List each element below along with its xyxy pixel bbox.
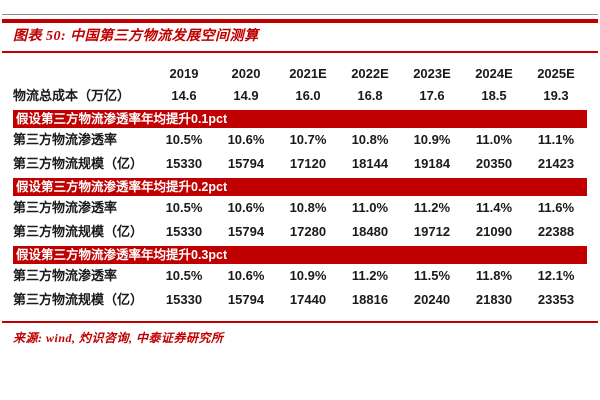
row-cells: 15330 15794 17120 18144 19184 20350 21423 [153,152,587,176]
table-cell: 15330 [165,156,203,171]
table-cell: 16.8 [357,88,383,103]
table-row-penetration: 第三方物流渗透率 10.5% 10.6% 10.9% 11.2% 11.5% 11.8% 1… [13,264,587,288]
row-cells: 15330 15794 17440 18816 20240 21830 23353 [153,288,587,312]
table-cell: 19712 [413,224,451,239]
row-label: 第三方物流规模（亿） [13,156,144,171]
table-cell: 10.6% [227,200,265,215]
table-cell: 10.8% [351,132,389,147]
table-cell: 21090 [475,224,513,239]
figure-title: 图表 50: 中国第三方物流发展空间测算 [13,29,259,44]
row-cells: 15330 15794 17280 18480 19712 21090 22388 [153,220,587,244]
scenario-banner-0.3pct: 假设第三方物流渗透率年均提升0.3pct [13,246,587,264]
table-cell: 14.6 [171,88,197,103]
table-cell: 11.1% [537,132,575,147]
scenario-banner-0.1pct: 假设第三方物流渗透率年均提升0.1pct [13,110,587,128]
table-cell: 11.5% [413,268,451,283]
table-cell: 18480 [351,224,389,239]
table-cell: 11.0% [351,200,389,215]
table-cell: 21423 [537,156,575,171]
table-cell: 17280 [289,224,327,239]
row-label: 第三方物流渗透率 [13,200,118,215]
table-cell: 20350 [475,156,513,171]
top-gray-rule [2,14,598,15]
row-label: 第三方物流规模（亿） [13,224,144,239]
table-cell: 11.2% [351,268,389,283]
table-cell: 11.8% [475,268,513,283]
table-cell: 20240 [413,292,451,307]
table-row-scale: 第三方物流规模（亿） 15330 15794 17120 18144 19184 2035… [13,152,587,176]
table-cell: 17.6 [419,88,445,103]
row-cells: 10.5% 10.6% 10.8% 11.0% 11.2% 11.4% 11.6% [153,196,587,220]
table-cell: 19184 [413,156,451,171]
table-cell: 10.7% [289,132,327,147]
table-cell: 2019 [169,66,199,81]
table-cell: 10.5% [165,132,203,147]
table-cell: 15794 [227,156,265,171]
row-cells: 10.5% 10.6% 10.7% 10.8% 10.9% 11.0% 11.1% [153,128,587,152]
row-label: 第三方物流规模（亿） [13,292,144,307]
table-cell: 22388 [537,224,575,239]
table-cell: 10.8% [289,200,327,215]
table-cell: 18816 [351,292,389,307]
table-cell: 11.2% [413,200,451,215]
year-header-cells: 2019 2020 2021E 2022E 2023E 2024E 2025E [153,63,587,85]
table-cell: 2024E [475,66,513,81]
table-cell: 19.3 [543,88,569,103]
row-label: 物流总成本（万亿） [13,88,131,103]
table-cell: 18.5 [481,88,507,103]
top-red-rule [2,19,598,23]
table-cell: 2020 [231,66,261,81]
table-cell: 10.6% [227,132,265,147]
table-cell: 15330 [165,224,203,239]
title-underline-rule [2,51,598,53]
table-cell: 15794 [227,292,265,307]
table-cell: 10.5% [165,268,203,283]
table-cell: 17120 [289,156,327,171]
table-row-total-cost: 物流总成本（万亿） 14.6 14.9 16.0 16.8 17.6 18.5 19.3 [13,85,587,107]
table-row-penetration: 第三方物流渗透率 10.5% 10.6% 10.7% 10.8% 10.9% 11.0% 1… [13,128,587,152]
row-cells: 14.6 14.9 16.0 16.8 17.6 18.5 19.3 [153,85,587,107]
table-cell: 10.6% [227,268,265,283]
table-cell: 2025E [537,66,575,81]
table-cell: 15794 [227,224,265,239]
table-cell: 11.0% [475,132,513,147]
table-row-scale: 第三方物流规模（亿） 15330 15794 17440 18816 20240 2183… [13,288,587,312]
estimation-table: 2019 2020 2021E 2022E 2023E 2024E 2025E 物流总成本（… [13,63,587,312]
table-cell: 23353 [537,292,575,307]
table-cell: 21830 [475,292,513,307]
source-note: 来源: wind, 灼识咨询, 中泰证券研究所 [13,331,224,345]
table-row-scale: 第三方物流规模（亿） 15330 15794 17280 18480 19712 2109… [13,220,587,244]
bottom-red-rule [2,321,598,323]
row-label: 第三方物流渗透率 [13,268,118,283]
table-cell: 14.9 [233,88,259,103]
row-cells: 10.5% 10.6% 10.9% 11.2% 11.5% 11.8% 12.1% [153,264,587,288]
table-cell: 11.4% [475,200,513,215]
table-cell: 10.9% [413,132,451,147]
table-cell: 2022E [351,66,389,81]
table-cell: 17440 [289,292,327,307]
table-cell: 2021E [289,66,327,81]
scenario-banner-0.2pct: 假设第三方物流渗透率年均提升0.2pct [13,178,587,196]
table-cell: 10.5% [165,200,203,215]
table-cell: 12.1% [537,268,575,283]
table-header-row: 2019 2020 2021E 2022E 2023E 2024E 2025E [13,63,587,85]
table-cell: 11.6% [537,200,575,215]
table-cell: 18144 [351,156,389,171]
table-cell: 2023E [413,66,451,81]
table-cell: 15330 [165,292,203,307]
table-cell: 16.0 [295,88,321,103]
table-row-penetration: 第三方物流渗透率 10.5% 10.6% 10.8% 11.0% 11.2% 11.4% 1… [13,196,587,220]
row-label: 第三方物流渗透率 [13,132,118,147]
table-cell: 10.9% [289,268,327,283]
